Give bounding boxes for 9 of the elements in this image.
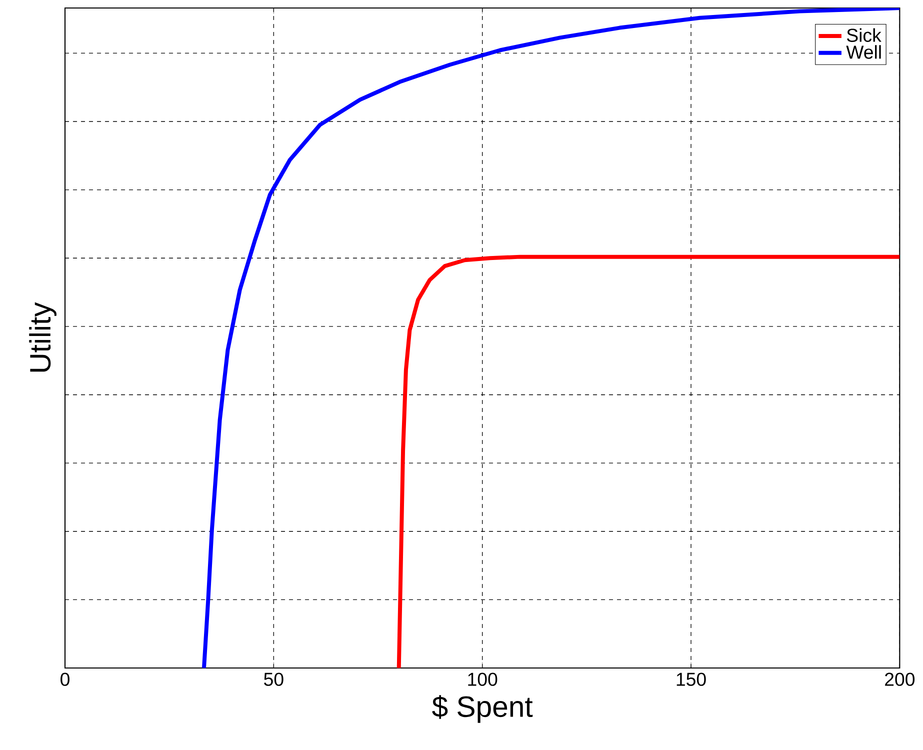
x-tick-label: 200 [885, 672, 915, 686]
x-axis-title: $ Spent [432, 695, 533, 723]
x-tick-label: 100 [468, 672, 498, 686]
legend-label: Sick [846, 28, 882, 42]
legend-label: Well [846, 45, 881, 59]
x-tick-label: 50 [264, 672, 284, 686]
x-tick-label: 0 [60, 672, 70, 686]
x-tick-label: 150 [676, 672, 706, 686]
y-axis-title: Utility [29, 302, 56, 372]
